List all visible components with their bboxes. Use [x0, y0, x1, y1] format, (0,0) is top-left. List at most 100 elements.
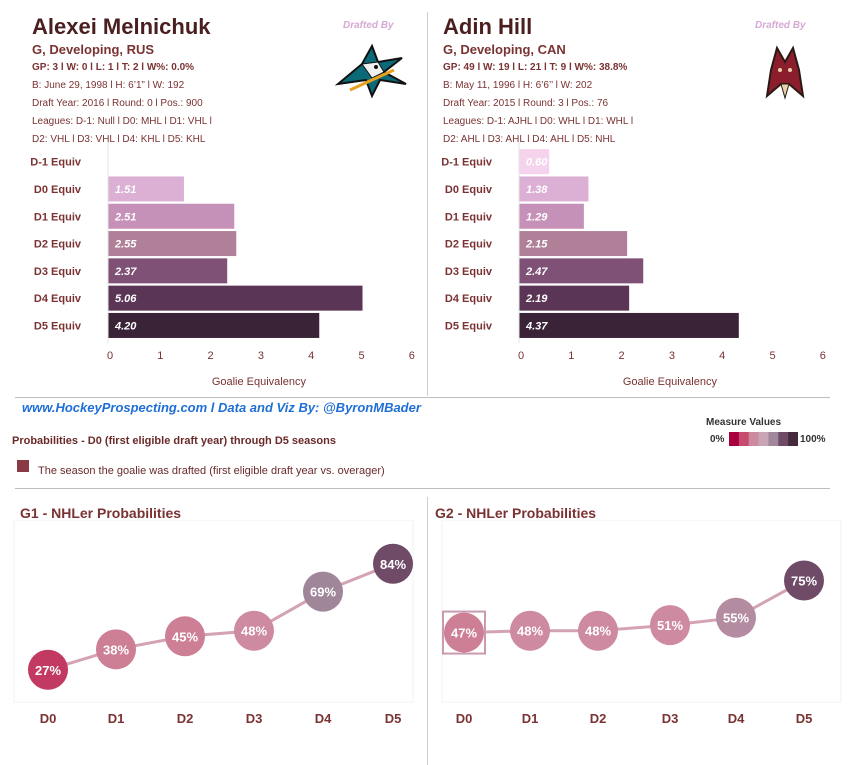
- season-tick-label: D2: [590, 711, 607, 726]
- bar-category-label: D5 Equiv: [445, 320, 493, 332]
- bar-value-label: 2.19: [525, 293, 548, 305]
- bar-category-label: D1 Equiv: [445, 211, 493, 223]
- probability-point[interactable]: [716, 597, 756, 638]
- probability-label: 48%: [585, 624, 611, 639]
- bar[interactable]: [108, 231, 237, 257]
- bar[interactable]: [108, 285, 363, 311]
- bar-category-label: D-1 Equiv: [441, 157, 493, 169]
- player-subtitle: G, Developing, CAN: [443, 42, 566, 57]
- bar[interactable]: [519, 285, 630, 311]
- probability-label: 75%: [791, 574, 817, 589]
- measure-values-title: Measure Values: [706, 417, 782, 428]
- drafted-legend-text: The season the goalie was drafted (first…: [38, 465, 385, 477]
- season-tick-label: D5: [385, 711, 402, 726]
- bar[interactable]: [108, 258, 228, 284]
- scale-swatch: [778, 432, 789, 446]
- bar-value-label: 2.37: [114, 266, 137, 278]
- player-leagues-2: D2: VHL l D3: VHL l D4: KHL l D5: KHL: [32, 134, 206, 145]
- probability-title-g2: G2 - NHLer Probabilities: [435, 505, 597, 521]
- probability-point[interactable]: [96, 629, 136, 670]
- season-tick-label: D1: [522, 711, 539, 726]
- bar[interactable]: [519, 176, 589, 202]
- bar-value-label: 1.29: [526, 211, 548, 223]
- bar-value-label: 4.37: [525, 320, 548, 332]
- probability-point[interactable]: [234, 610, 274, 651]
- player-bio: B: June 29, 1998 l H: 6’1” l W: 192: [32, 80, 185, 91]
- probability-label: 45%: [172, 629, 198, 644]
- bar-category-label: D3 Equiv: [445, 266, 493, 278]
- x-tick-label: 3: [669, 350, 675, 362]
- season-tick-label: D0: [40, 711, 57, 726]
- scale-swatch: [738, 432, 750, 446]
- coyotes-logo: [765, 45, 805, 100]
- season-tick-label: D0: [456, 711, 473, 726]
- probability-label: 48%: [517, 624, 543, 639]
- equivalency-chart-2: D-1 Equiv 0.60 D0 Equiv 1.38 D1 Equiv 1.29 D2 …: [441, 142, 826, 388]
- x-tick-label: 2: [208, 350, 214, 362]
- bar[interactable]: [108, 176, 184, 202]
- bar-category-label: D0 Equiv: [34, 184, 82, 196]
- bar-value-label: 1.51: [115, 184, 136, 196]
- player-name: Adin Hill: [443, 14, 533, 39]
- scale-swatch: [758, 432, 769, 446]
- probability-point[interactable]: [578, 610, 618, 651]
- player-name: Alexei Melnichuk: [32, 14, 211, 39]
- season-tick-label: D3: [662, 711, 679, 726]
- equivalency-chart-1: D-1 Equiv D0 Equiv 1.51 D1 Equiv 2.51 D2 Equi…: [30, 142, 415, 388]
- probability-label: 48%: [241, 624, 267, 639]
- probability-label: 55%: [723, 611, 749, 626]
- probability-point[interactable]: [303, 571, 343, 612]
- credit-line[interactable]: www.HockeyProspecting.com l Data and Viz…: [22, 400, 421, 415]
- bottom-divider: [427, 497, 428, 765]
- x-tick-label: 4: [308, 350, 314, 362]
- x-tick-label: 1: [157, 350, 163, 362]
- probability-point[interactable]: [373, 543, 413, 584]
- bar-category-label: D3 Equiv: [34, 266, 82, 278]
- probability-label: 51%: [657, 618, 683, 633]
- plot-frame: [13, 520, 414, 703]
- x-tick-label: 6: [820, 350, 826, 362]
- probability-point[interactable]: [444, 612, 484, 653]
- bar[interactable]: [519, 203, 584, 229]
- bar[interactable]: [108, 203, 235, 229]
- probability-label: 84%: [380, 557, 406, 572]
- plot-frame: [441, 520, 842, 703]
- season-tick-label: D1: [108, 711, 125, 726]
- probability-chart-1: 27% D0 38% D1 45% D2 48% D3 69% D4 84% D5: [13, 520, 414, 726]
- drafted-by-label: Drafted By: [755, 20, 806, 31]
- sharks-logo: [334, 43, 407, 99]
- x-tick-label: 5: [358, 350, 364, 362]
- bar[interactable]: [519, 149, 550, 175]
- probability-point[interactable]: [510, 610, 550, 651]
- season-tick-label: D5: [796, 711, 813, 726]
- top-divider: [427, 12, 428, 396]
- probability-label: 69%: [310, 585, 336, 600]
- probability-label: 47%: [451, 626, 477, 641]
- bar-value-label: 5.06: [115, 293, 137, 305]
- scale-swatch: [768, 432, 779, 446]
- x-tick-label: 5: [769, 350, 775, 362]
- bar-value-label: 2.51: [114, 211, 136, 223]
- bar[interactable]: [519, 231, 628, 257]
- bar-category-label: D1 Equiv: [34, 211, 82, 223]
- player-stats: GP: 49 l W: 19 l L: 21 l T: 9 l W%: 38.8…: [443, 62, 628, 73]
- probability-point[interactable]: [165, 616, 205, 657]
- player-stats: GP: 3 l W: 0 l L: 1 l T: 2 l W%: 0.0%: [32, 62, 195, 73]
- probability-point[interactable]: [784, 560, 824, 601]
- section-divider: [15, 397, 830, 398]
- x-tick-label: 0: [107, 350, 113, 362]
- probability-point[interactable]: [650, 605, 690, 646]
- bar-category-label: D-1 Equiv: [30, 157, 82, 169]
- bar[interactable]: [519, 312, 739, 338]
- bar[interactable]: [519, 258, 644, 284]
- bar-category-label: D4 Equiv: [34, 293, 82, 305]
- player-draft: Draft Year: 2015 l Round: 3 l Pos.: 76: [443, 98, 609, 109]
- probability-label: 38%: [103, 642, 129, 657]
- probability-point[interactable]: [28, 649, 68, 690]
- player-leagues-1: Leagues: D-1: Null l D0: MHL l D1: VHL l: [32, 116, 212, 127]
- player-subtitle: G, Developing, RUS: [32, 42, 155, 57]
- bar[interactable]: [108, 312, 320, 338]
- bar-category-label: D4 Equiv: [445, 293, 493, 305]
- probability-label: 27%: [35, 663, 61, 678]
